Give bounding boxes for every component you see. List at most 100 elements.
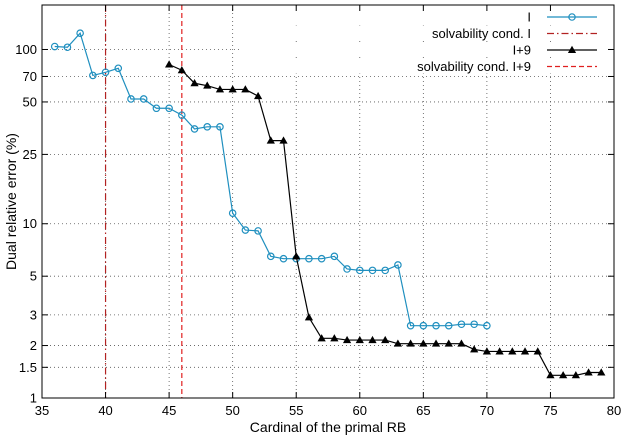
data-point [381,266,390,275]
x-tick-label: 55 [289,403,303,418]
data-point [228,85,237,93]
y-tick-label: 10 [23,216,37,231]
x-tick-label: 50 [225,403,239,418]
y-tick-label: 70 [23,69,37,84]
data-point [406,339,415,347]
data-point [381,335,390,344]
data-point [305,254,313,263]
data-point [406,321,415,330]
data-point [216,123,224,131]
data-point [190,79,199,87]
data-point [317,334,326,342]
y-tick-label: 25 [23,147,37,162]
x-tick-label: 40 [98,403,112,418]
data-point [393,339,403,347]
series-line [168,63,602,376]
data-point [483,321,491,330]
data-point [470,345,479,353]
data-point [355,266,364,275]
data-point [571,371,580,379]
y-tick-label: 1 [30,391,37,406]
data-point [304,313,314,321]
y-tick-label: 3 [30,307,37,322]
legend-backdrop [338,58,610,74]
legend-backdrop [240,42,338,57]
legend-label: solvability cond. I+9 [417,59,531,74]
data-point [253,91,263,100]
legend-label: I [527,10,531,25]
series-lines [50,29,606,379]
data-point [203,81,212,89]
legend-backdrop [338,25,610,41]
data-point [254,227,262,235]
data-point [355,335,364,344]
data-point [394,261,402,269]
x-tick-label: 75 [543,403,557,418]
data-point [533,347,542,355]
data-point [228,209,237,217]
x-tick-label: 70 [480,403,494,418]
data-point [584,368,593,376]
data-point [152,104,161,113]
x-tick-label: 80 [607,403,621,418]
legend-backdrop [240,25,338,41]
legend-backdrop [338,9,610,24]
data-point [568,13,576,21]
data-point [139,95,148,103]
x-tick-label: 60 [353,403,367,418]
data-point [457,339,466,347]
data-point [343,265,351,273]
x-tick-label: 45 [162,403,176,418]
data-point [266,136,275,144]
y-tick-label: 50 [23,94,37,109]
x-axis-title: Cardinal of the primal RB [250,419,406,435]
data-point [419,321,428,330]
data-point [508,347,517,355]
legend-label: solvability cond. I [432,26,531,41]
data-point [330,252,339,261]
data-point [203,123,212,131]
y-tick-label: 2 [30,338,37,353]
data-point [292,252,301,260]
data-point [431,339,441,347]
data-point [89,71,97,80]
data-point [215,85,225,93]
data-point [317,254,326,263]
data-point [567,45,577,54]
data-point [342,335,352,344]
data-point [241,85,250,93]
data-point [419,339,428,347]
legend-label: I+9 [513,43,531,58]
data-point [368,335,377,344]
x-tick-label: 35 [35,403,49,418]
data-point [165,104,173,113]
data-point [559,371,568,379]
data-point [457,320,466,329]
data-point [178,111,186,119]
series-line [54,32,487,327]
data-point [177,66,186,74]
data-point [470,320,478,329]
data-point [520,347,530,355]
plot-frame [41,4,615,399]
y-tick-label: 100 [15,42,37,57]
data-point [482,347,492,355]
data-point [444,321,453,330]
data-point [495,347,504,355]
data-point [164,60,174,68]
y-tick-label: 5 [30,269,37,284]
data-point [190,125,199,133]
data-point [279,136,288,144]
data-point [597,368,606,376]
data-point [76,29,84,38]
data-point [266,252,275,261]
legend-backdrop [338,42,610,57]
data-point [432,321,440,330]
y-axis-title: Dual relative error (%) [3,133,19,270]
data-point [63,43,72,52]
data-point [241,226,250,234]
data-point [330,334,339,342]
